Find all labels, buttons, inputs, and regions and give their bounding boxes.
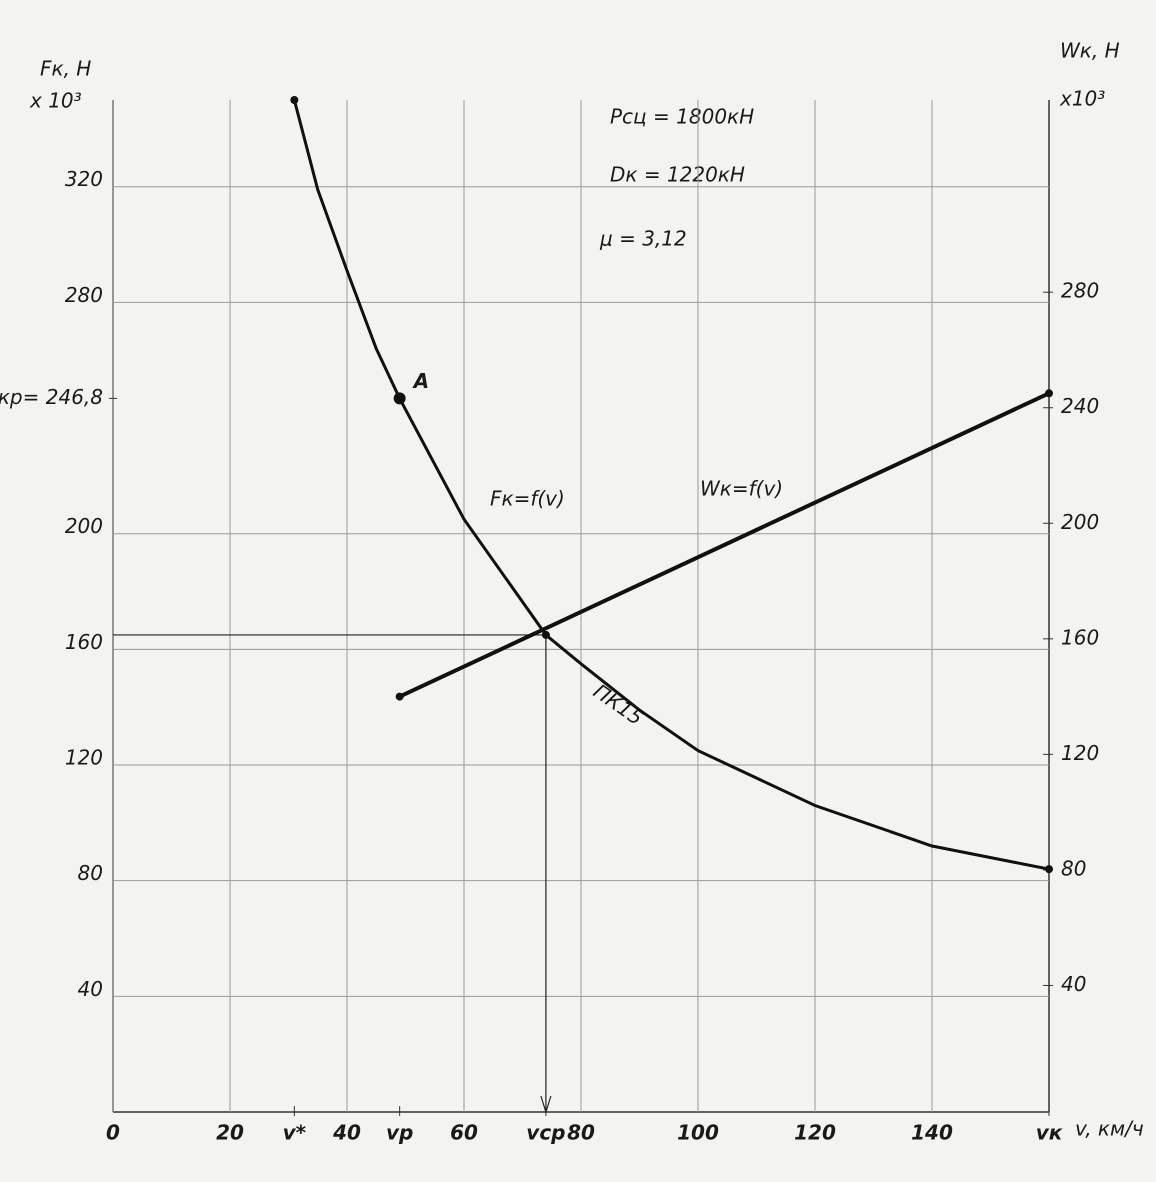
x-tick-label: 140: [911, 1121, 953, 1145]
y2-tick-label: 40: [1061, 972, 1086, 996]
y-tick-label: 120: [65, 746, 103, 770]
y2-tick-label: 200: [1061, 510, 1099, 534]
series-label: Wк=f(v): [700, 477, 783, 501]
y2-tick-label: 280: [1061, 279, 1099, 303]
x-tick-label: 40: [332, 1121, 361, 1145]
y2-axis-label: Wк, H: [1060, 39, 1120, 63]
x-tick-label: 120: [794, 1121, 836, 1145]
x-axis-label: v, км/ч: [1075, 1117, 1144, 1141]
arrow-head: [540, 1095, 552, 1115]
x-tick-label: vр: [386, 1121, 413, 1145]
y-tick-label: 160: [65, 630, 103, 654]
x-tick-label: 100: [677, 1121, 719, 1145]
end-point: [1045, 865, 1053, 874]
series-line: [292, 99, 1050, 871]
y2-tick-label: 80: [1061, 856, 1086, 880]
x-tick-label: vср: [526, 1121, 565, 1145]
note: μ = 3,12: [599, 227, 687, 251]
point-a-label: A: [412, 369, 429, 393]
note: Pсц = 1800кН: [610, 105, 754, 129]
y-tick-label: 320: [65, 167, 103, 191]
x-tick-label: 20: [216, 1121, 244, 1145]
y2-tick-label: 160: [1061, 625, 1099, 649]
end-point: [395, 692, 404, 701]
x-tick-label: 60: [450, 1121, 478, 1145]
note: Dк = 1220кН: [610, 163, 745, 187]
y-tick-label: 80: [78, 861, 103, 885]
y-tick-label: 200: [65, 514, 103, 538]
y-axis-label: Fк, H: [40, 57, 91, 81]
y2-tick-label: 240: [1061, 394, 1099, 418]
x-tick-label: vк: [1036, 1121, 1063, 1145]
y-tick-label: 40: [78, 977, 103, 1001]
series-line: [398, 391, 1050, 699]
y-tick-label: Fкр= 246,8: [0, 385, 103, 409]
x-tick-label: 0: [106, 1121, 120, 1145]
y-tick-label: 280: [65, 283, 103, 307]
x-tick-label: 80: [567, 1121, 595, 1145]
series-label: Fк=f(v): [490, 487, 565, 511]
point-a: [393, 392, 406, 405]
y2-tick-label: 120: [1061, 741, 1099, 765]
x-tick-label: v*: [283, 1121, 307, 1145]
end-point: [290, 96, 299, 104]
y-axis-unit: x 10³: [29, 89, 82, 113]
end-point: [1045, 389, 1053, 398]
y2-axis-unit: x10³: [1059, 87, 1105, 111]
